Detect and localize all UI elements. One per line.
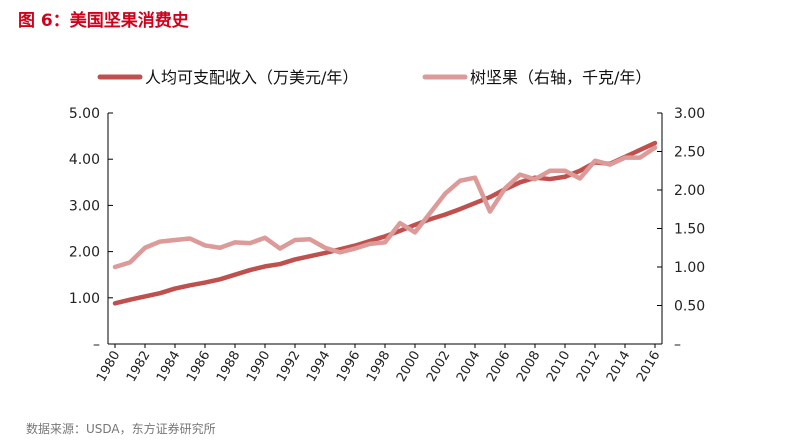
left-tick-label: 3.00 [69,198,100,214]
right-tick-label: 0.50 [674,299,705,315]
legend-label-1: 树坚果（右轴，千克/年） [470,68,651,87]
source-note: 数据来源：USDA，东方证券研究所 [26,422,216,436]
legend-label-0: 人均可支配收入（万美元/年） [145,68,358,87]
left-tick-label: – [93,337,100,353]
x-tick-label: 2008 [514,349,544,385]
x-tick-label: 2002 [424,349,454,385]
x-tick-label: 1998 [364,349,394,385]
x-tick-label: 2012 [574,349,604,385]
x-tick-label: 2004 [454,349,484,385]
left-tick-label: 1.00 [69,291,100,307]
x-tick-label: 1984 [154,349,184,385]
x-tick-label: 1988 [214,349,244,385]
x-tick-label: 2014 [604,349,634,385]
x-tick-label: 1982 [124,349,154,385]
x-tick-label: 1992 [274,349,304,385]
x-tick-label: 2010 [544,349,574,385]
x-tick-label: 1986 [184,349,214,385]
x-tick-label: 1990 [244,349,274,385]
x-tick-label: 2000 [394,349,424,385]
x-tick-label: 1996 [334,349,364,385]
left-tick-label: 2.00 [69,245,100,261]
figure-title: 图 6：美国坚果消费史 [18,11,189,31]
left-tick-label: 5.00 [69,106,100,122]
series-line-0 [112,140,658,306]
right-tick-label: 1.00 [674,260,705,276]
left-tick-label: 4.00 [69,152,100,168]
right-tick-label: 2.00 [674,183,705,199]
x-tick-label: 1980 [94,349,124,385]
right-tick-label: – [674,337,681,353]
x-tick-label: 2006 [484,349,514,385]
right-tick-label: 3.00 [674,106,705,122]
right-tick-label: 2.50 [674,145,705,161]
series-line-1 [112,145,658,270]
x-tick-label: 1994 [304,349,334,385]
right-tick-label: 1.50 [674,222,705,238]
x-tick-label: 2016 [634,349,664,385]
